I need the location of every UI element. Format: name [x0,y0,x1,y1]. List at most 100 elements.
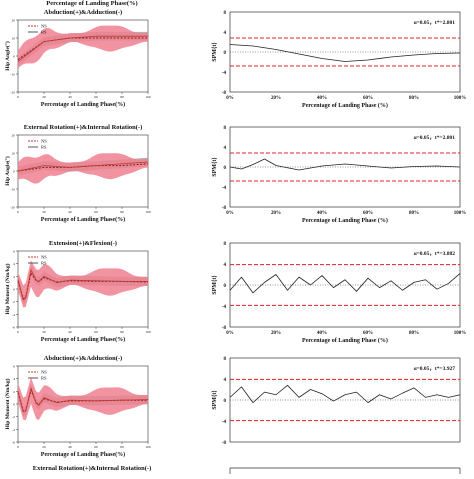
hip-chart-title: Extension(+)&Flexion(-) [49,240,117,247]
ns-mean-line [17,386,149,413]
x-tick-label: 40 [68,210,72,214]
hip-chart-title: External Rotation(+)&Internal Rotation(-… [24,124,143,131]
spm-y-tick-label: 4 [224,263,227,268]
y-tick-label: -4 [12,313,15,317]
x-tick-label: 60 [94,210,98,214]
spm-y-tick-label: -4 [222,420,227,425]
x-tick-label: 0 [17,95,19,99]
bottom-cut-title: External Rotation(+)&Internal Rotation(-… [33,465,152,472]
y-tick-label: 10 [12,37,16,41]
x-tick-label: 40 [68,330,72,334]
spm-curve [229,273,461,294]
spm-y-tick-label: 8 [224,11,227,16]
spm-x-tick-label: 100% [454,211,467,216]
x-tick-label: 80 [120,95,124,99]
legend-rs-label: RS [41,376,47,381]
ns-mean-line [17,161,149,172]
spm-xlabel: Percentage of Landing Phase (%) [302,217,388,224]
spm-annotation: α=0.05，t*=3.882 [414,251,456,257]
legend-rs-label: RS [41,30,47,35]
spm-x-tick-label: 80% [409,331,419,336]
spm-xlabel: Percentage of Landing Phase (%) [302,337,388,344]
spm-ylabel: SPM{t} [212,42,218,62]
y-tick-label: 20 [12,134,16,138]
spm-x-tick-label: 100% [454,331,467,336]
spm-chart-3: 8 4 0 -4 -80% 20% 40% 60% 80% 100% α=0.05，t*=3.882… [212,242,466,344]
spm-y-tick-label: 8 [224,242,227,247]
spm-x-tick-label: 40% [317,96,327,101]
y-tick-label: 10 [12,152,16,156]
spm-x-tick-label: 40% [317,331,327,336]
hip-chart-ylabel: Hip Moment (Nm/kg) [4,263,11,314]
legend-ns-label: NS [41,24,47,29]
spm-curve [229,384,461,404]
hip-chart-ylabel: Hip Angle(°) [4,156,11,186]
spm-chart-4: 8 4 0 -4 -8 α=0.05，t*=3.927 SPM{t} [212,357,461,446]
spm-x-tick-label: 60% [363,96,373,101]
hip-chart-xlabel: Percentage of Landing Phase(%) [41,451,125,458]
y-tick-label: 6 [13,250,15,254]
x-tick-label: 40 [68,445,72,449]
rs-sd-band [18,377,148,421]
spm-x-tick-label: 40% [317,211,327,216]
y-tick-label: 0 [13,288,15,292]
x-tick-label: 80 [120,330,124,334]
x-tick-label: 100 [145,95,151,99]
y-tick-label: -10 [10,188,15,192]
y-tick-label: -2 [12,300,15,304]
x-tick-label: 100 [145,210,151,214]
y-tick-label: 0 [13,170,15,174]
rs-sd-band [18,260,148,308]
spm-x-tick-label: 20% [271,211,281,216]
hip-chart-ylabel: Hip Angle(°) [4,41,11,71]
x-tick-label: 80 [120,445,124,449]
y-tick-label: 2 [13,390,15,394]
y-tick-label: -6 [12,326,15,330]
x-tick-label: 20 [42,210,46,214]
rs-mean-line [17,163,149,172]
y-tick-label: -20 [10,91,15,95]
x-tick-label: 80 [120,210,124,214]
top-cut-xlabel: Percentage of Landing Phase(%) [46,0,137,7]
spm-curve [229,158,461,171]
spm-chart-2: 8 4 0 -4 -80% 20% 40% 60% 80% 100% α=0.05，t*=2.801… [212,126,466,224]
spm-y-tick-label: 4 [224,378,227,383]
spm-xlabel: Percentage of Landing Phase (%) [302,102,388,109]
spm-ylabel: SPM{t} [212,275,218,295]
hip-chart-xlabel: Percentage of Landing Phase(%) [41,216,125,223]
spm-chart-1: 8 4 0 -4 -80% 20% 40% 60% 80% 100% α=0.05，t*=2.801… [212,11,466,109]
hip-chart-title: Abduction(+)&Adduction(-) [44,355,122,362]
legend-ns-label: NS [41,139,47,144]
spm-y-tick-label: -4 [222,71,227,76]
spm-curve [229,44,461,62]
y-tick-label: -20 [10,206,15,210]
x-tick-label: 20 [42,95,46,99]
spm-y-tick-label: -4 [222,305,227,310]
hip-chart-ylabel: Hip Moment (Nm/kg) [4,378,11,429]
spm-x-tick-label: 60% [363,211,373,216]
spm-y-tick-label: -8 [222,326,227,331]
spm-x-tick-label: 20% [271,96,281,101]
spm-y-tick-label: 0 [224,399,227,404]
spm-x-tick-label: 80% [409,96,419,101]
x-tick-label: 20 [42,330,46,334]
spm-y-tick-label: 8 [224,357,227,362]
x-tick-label: 100 [145,330,151,334]
y-tick-label: -6 [12,441,15,445]
spm-y-tick-label: -8 [222,206,227,211]
x-tick-label: 0 [17,330,19,334]
spm-y-tick-label: -4 [222,186,227,191]
y-tick-label: 4 [13,262,15,266]
spm-x-tick-label: 20% [271,331,281,336]
legend-rs-label: RS [41,261,47,266]
rs-sd-band [18,153,148,184]
spm-ylabel: SPM{t} [212,157,218,177]
spm-x-tick-label: 0% [226,96,234,101]
y-tick-label: -2 [12,415,15,419]
y-tick-label: -4 [12,428,15,432]
spm-x-tick-label: 0% [226,211,234,216]
